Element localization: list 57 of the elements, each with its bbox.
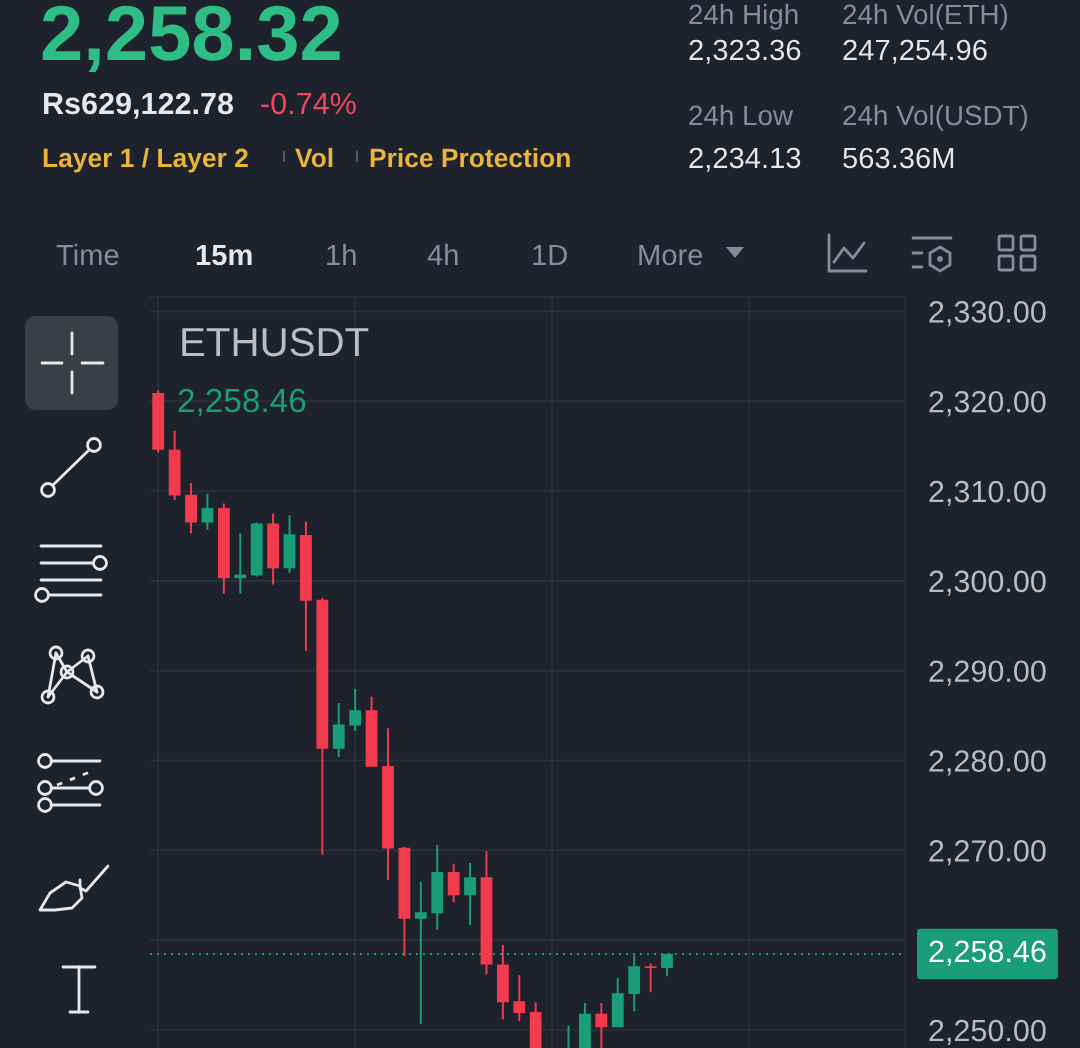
text: 4h	[427, 243, 458, 265]
text: More	[639, 244, 703, 266]
candlestick	[447, 863, 460, 903]
text: 24h Vol(USDT)	[843, 104, 1028, 131]
text: 2,323.36	[689, 39, 801, 64]
y-tick-label: 2,290.00	[929, 660, 1046, 686]
candlestick	[201, 493, 214, 530]
text: 24h High	[689, 3, 798, 30]
candlestick	[611, 977, 624, 1028]
candlestick	[365, 696, 378, 767]
text: -0.74%	[261, 92, 356, 115]
candlestick	[316, 597, 329, 855]
candlestick	[513, 975, 526, 1022]
candlestick	[349, 688, 362, 731]
text: Rs629,122.78	[44, 92, 234, 119]
candlestick	[529, 1002, 542, 1048]
candlestick	[250, 522, 263, 577]
candlestick	[267, 513, 280, 585]
candlestick	[217, 503, 230, 594]
y-tick-label: 2,280.00	[929, 750, 1046, 776]
text: 2,234.13	[689, 147, 801, 172]
candlestick	[234, 533, 247, 594]
candlestick	[480, 851, 493, 975]
text: 24h Low	[689, 104, 794, 126]
candlestick	[595, 1003, 608, 1048]
y-tick-label: 2,270.00	[929, 840, 1046, 866]
annotation: 2,258.46	[178, 388, 306, 417]
candlestick	[332, 703, 345, 757]
text: Time	[56, 243, 119, 266]
text: ETHUSDT	[182, 327, 369, 357]
y-tick-label: 2,300.00	[929, 570, 1046, 596]
text: 15m	[196, 244, 252, 266]
candlestick	[398, 846, 411, 957]
text: 2,258.32	[42, 5, 340, 73]
text: 24h Vol(ETH)	[843, 3, 1008, 30]
text: Layer 1 / Layer 2	[43, 147, 248, 173]
candlestick	[382, 728, 394, 881]
candlestick	[464, 862, 476, 925]
y-tick-label: 2,310.00	[929, 480, 1046, 507]
y-tick-label: 2,330.00	[929, 301, 1046, 327]
candlestick	[152, 390, 165, 453]
candlestick	[185, 482, 197, 534]
y-tick-label: 2,250.00	[929, 1019, 1046, 1046]
text: 1D	[533, 244, 567, 265]
candlestick	[644, 963, 657, 993]
ref-line-label: 2,258.46	[929, 940, 1046, 966]
candlestick	[496, 944, 509, 1020]
text: Price Protection	[370, 147, 570, 168]
text: 247,254.96	[843, 39, 987, 64]
text: 1h	[327, 243, 356, 265]
text: 563.36M	[843, 147, 954, 169]
candlestick	[431, 844, 444, 930]
candlestick	[168, 430, 181, 501]
text: Vol	[295, 147, 333, 168]
y-tick-label: 2,320.00	[929, 390, 1046, 417]
candlestick	[300, 521, 312, 651]
candlestick	[579, 1003, 591, 1048]
